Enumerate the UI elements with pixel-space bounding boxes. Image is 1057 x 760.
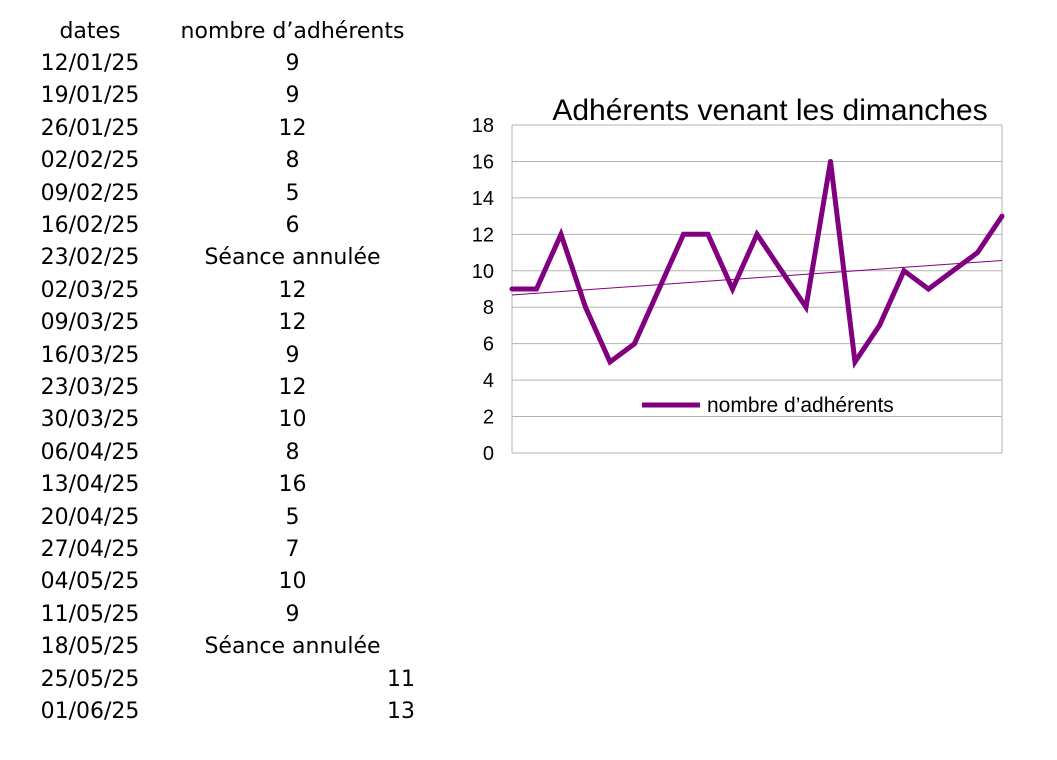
row-date: 30/03/25 — [40, 407, 140, 433]
y-tick-label: 16 — [472, 151, 494, 173]
row-date: 20/04/25 — [40, 504, 140, 530]
row-value: 6 — [285, 213, 300, 238]
row-value: 10 — [278, 569, 307, 595]
data-point — [754, 231, 760, 237]
row-value: 12 — [278, 115, 307, 141]
row-date: 12/01/25 — [40, 51, 140, 76]
data-point — [509, 286, 515, 292]
row-value: 10 — [278, 407, 307, 433]
row-value: 12 — [278, 375, 307, 400]
row-date: 16/03/25 — [40, 342, 140, 368]
data-point — [681, 231, 686, 237]
row-value: 9 — [285, 601, 300, 627]
y-tick-label: 14 — [472, 188, 494, 210]
data-point — [950, 268, 956, 274]
y-tick-label: 18 — [472, 115, 494, 137]
row-value: 12 — [278, 310, 307, 336]
row-date: 26/01/25 — [40, 115, 140, 141]
data-point — [534, 286, 539, 292]
row-value: 5 — [285, 180, 300, 206]
data-point — [656, 286, 662, 292]
row-date: 02/02/25 — [40, 148, 140, 174]
row-value: 9 — [285, 342, 300, 368]
row-date: 06/04/25 — [40, 439, 140, 465]
row-date: 25/05/25 — [40, 666, 140, 692]
row-value: 16 — [278, 472, 307, 498]
data-point — [828, 158, 833, 164]
data-point — [558, 231, 564, 237]
row-date: 02/03/25 — [40, 277, 140, 303]
data-point — [877, 322, 882, 328]
row-value: Séance annulée — [204, 245, 381, 271]
data-point — [632, 341, 637, 347]
trendline — [511, 259, 1003, 296]
y-tick-label: 8 — [483, 297, 494, 319]
data-point — [583, 304, 588, 310]
data-point — [705, 231, 711, 237]
row-date: 23/03/25 — [40, 375, 140, 400]
row-date: 27/04/25 — [40, 537, 140, 562]
data-point — [975, 250, 980, 256]
row-value: 13 — [387, 699, 415, 724]
row-value: Séance annulée — [204, 634, 381, 660]
row-date: 13/04/25 — [40, 472, 140, 498]
row-value: 11 — [387, 666, 415, 692]
row-date: 19/01/25 — [40, 83, 140, 109]
row-date: 01/06/25 — [40, 699, 140, 724]
data-point — [607, 359, 613, 365]
row-value: 9 — [285, 51, 300, 76]
y-tick-label: 2 — [483, 407, 494, 429]
data-point — [999, 213, 1005, 219]
row-value: 8 — [285, 439, 300, 465]
row-value: 12 — [278, 277, 307, 303]
y-tick-label: 10 — [472, 261, 494, 283]
row-value: 7 — [285, 537, 300, 562]
legend-label: nombre d’adhérents — [707, 394, 894, 417]
y-tick-label: 0 — [483, 443, 494, 465]
row-date: 11/05/25 — [40, 601, 140, 627]
data-point — [779, 268, 784, 274]
y-tick-label: 4 — [483, 370, 494, 392]
data-point — [901, 268, 907, 274]
row-date: 16/02/25 — [40, 213, 140, 238]
row-date: 18/05/25 — [40, 634, 140, 660]
y-tick-label: 6 — [483, 334, 494, 356]
y-tick-label: 12 — [472, 224, 494, 246]
attendance-line-chart: 0 2 4 6 8 10 12 14 16 18 Adhérents venant les dima… — [472, 94, 1005, 465]
row-value: 5 — [285, 504, 300, 530]
chart-title: Adhérents venant les dimanches — [552, 94, 987, 127]
row-date: 04/05/25 — [40, 569, 140, 595]
row-value: 9 — [285, 83, 300, 109]
row-value: 8 — [285, 148, 300, 174]
count-column-header: nombre d’adhérents — [180, 19, 405, 44]
row-date: 09/03/25 — [40, 310, 140, 336]
data-point — [803, 304, 809, 310]
attendance-table: dates nombre d’adhérents 12/01/25 9 19/01/25… — [0, 0, 440, 740]
data-point — [926, 286, 931, 292]
data-point — [852, 359, 858, 365]
series-line — [512, 160, 1005, 369]
row-date: 23/02/25 — [40, 245, 140, 271]
data-point — [730, 286, 735, 292]
date-column-header: dates — [59, 19, 121, 44]
row-date: 09/02/25 — [40, 180, 140, 206]
